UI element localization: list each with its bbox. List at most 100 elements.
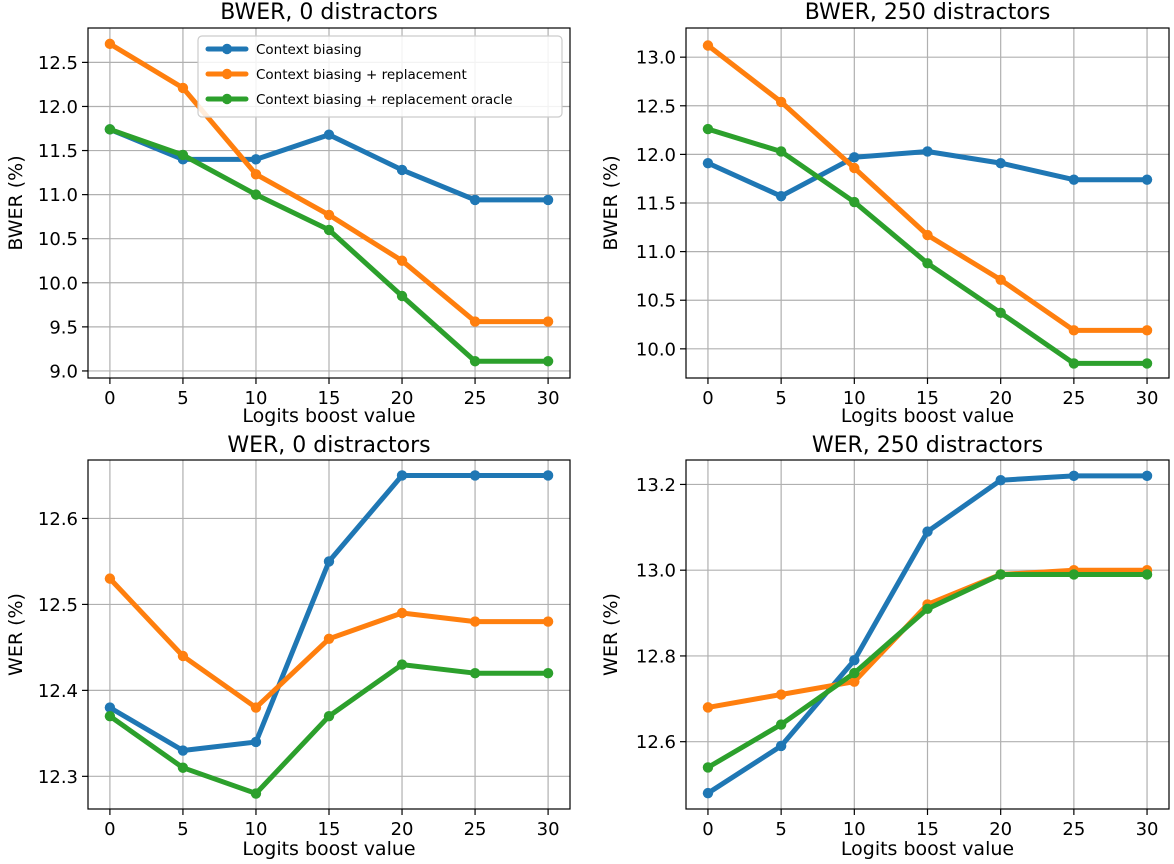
x-tick-label: 10 [245, 819, 268, 840]
data-point [702, 702, 714, 713]
data-point [1068, 569, 1080, 580]
y-tick-label: 12.5 [38, 53, 78, 74]
legend: Context biasing Context biasing + replace… [197, 35, 563, 118]
data-point [1141, 174, 1153, 185]
data-point [702, 157, 714, 169]
data-point [1141, 470, 1153, 482]
legend-box [197, 35, 563, 118]
data-point [469, 316, 481, 327]
data-point [323, 129, 335, 140]
x-tick-label: 20 [989, 819, 1012, 840]
legend-swatch-marker [221, 68, 233, 80]
data-point [104, 573, 116, 584]
data-point [1141, 358, 1153, 369]
y-tick-label: 12.8 [636, 646, 676, 667]
data-point [775, 689, 787, 700]
data-point [775, 719, 787, 730]
data-point [469, 470, 481, 481]
data-point [1068, 470, 1080, 482]
data-point [1068, 325, 1080, 336]
y-tick-label: 10.5 [38, 229, 78, 250]
x-tick-label: 5 [177, 388, 188, 409]
data-point [396, 659, 408, 670]
data-point [1141, 569, 1153, 580]
data-point [849, 162, 860, 174]
data-point [542, 316, 554, 327]
y-tick-label: 12.6 [38, 509, 78, 530]
data-point [922, 229, 933, 241]
data-point [995, 474, 1006, 486]
y-tick-label: 13.0 [636, 561, 676, 582]
y-axis-label: BWER (%) [600, 155, 622, 250]
plot-frame [87, 27, 571, 379]
x-axis-label: Logits boost value [841, 838, 1014, 860]
data-point [542, 470, 554, 481]
x-tick-label: 5 [177, 819, 188, 840]
data-point [469, 194, 481, 206]
y-axis-label: WER (%) [600, 593, 622, 676]
data-point [1068, 358, 1080, 369]
chart-panel-4: 0 5 10 15 20 25 30 12.6 12.8 13.0 13.2 WER, 250 dis… [600, 433, 1170, 860]
y-tick-label: 10.5 [636, 291, 676, 312]
data-point [995, 307, 1006, 319]
y-tick-label: 9.5 [49, 317, 78, 338]
data-point [775, 96, 787, 108]
x-tick-label: 10 [245, 388, 268, 409]
data-point [922, 146, 933, 157]
x-tick-label: 30 [1136, 819, 1159, 840]
data-point [323, 633, 335, 644]
x-tick-label: 0 [702, 819, 713, 840]
data-point [995, 274, 1006, 286]
data-point [396, 164, 408, 176]
data-point [775, 740, 787, 752]
y-tick-label: 12.0 [636, 145, 676, 166]
chart-title: WER, 250 distractors [812, 433, 1043, 458]
y-axis-label: WER (%) [5, 593, 27, 676]
x-tick-label: 20 [391, 819, 414, 840]
y-tick-label: 11.0 [636, 242, 676, 263]
data-point [469, 667, 481, 679]
data-point [396, 290, 408, 302]
data-point [542, 356, 554, 367]
x-tick-label: 30 [537, 388, 560, 409]
data-point [922, 526, 933, 537]
y-tick-label: 12.5 [636, 96, 676, 117]
data-point [104, 702, 116, 713]
data-point [702, 123, 714, 135]
x-tick-label: 0 [104, 819, 115, 840]
x-tick-label: 25 [1062, 388, 1085, 409]
data-point [775, 190, 787, 202]
y-tick-label: 12.6 [636, 732, 676, 753]
chart-panel-3: 0 5 10 15 20 25 30 12.3 12.4 12.5 12.6 WER, 0 distr… [5, 433, 571, 860]
data-point [177, 762, 189, 773]
data-point [469, 616, 481, 627]
data-point [702, 762, 714, 773]
legend-entry-label: Context biasing + replacement [256, 67, 467, 83]
x-tick-label: 15 [916, 388, 939, 409]
x-tick-label: 0 [702, 388, 713, 409]
x-tick-label: 5 [775, 819, 786, 840]
x-tick-label: 10 [843, 388, 866, 409]
data-point [104, 710, 116, 722]
data-point [250, 169, 262, 180]
x-tick-label: 15 [318, 388, 341, 409]
x-axis-label: Logits boost value [841, 405, 1014, 427]
data-point [104, 38, 116, 50]
y-tick-label: 10.0 [636, 339, 676, 360]
x-tick-label: 25 [1062, 819, 1085, 840]
x-tick-label: 30 [537, 819, 560, 840]
data-point [396, 255, 408, 266]
data-point [775, 146, 787, 157]
data-point [250, 189, 262, 200]
data-point [849, 196, 860, 208]
x-tick-label: 15 [318, 819, 341, 840]
y-tick-label: 9.0 [49, 361, 78, 382]
data-point [250, 702, 262, 713]
data-point [177, 82, 189, 94]
data-point [323, 224, 335, 236]
data-point [542, 616, 554, 627]
x-tick-label: 30 [1136, 388, 1159, 409]
y-tick-label: 13.0 [636, 48, 676, 69]
y-tick-label: 11.5 [636, 194, 676, 215]
